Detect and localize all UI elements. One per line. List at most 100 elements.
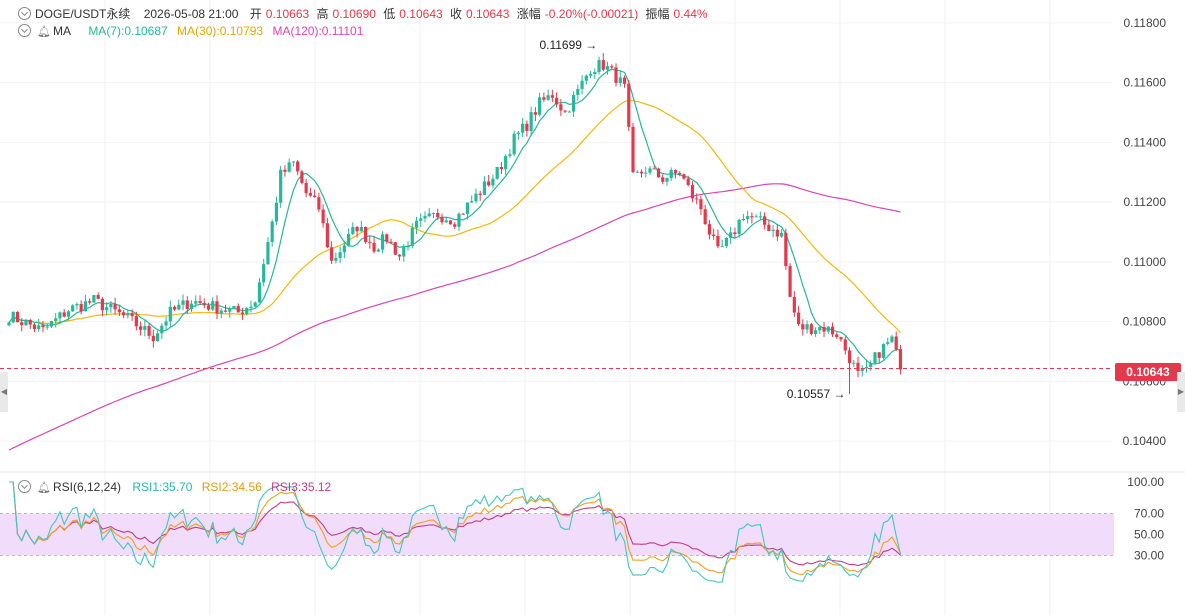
candle-body: [499, 166, 504, 170]
candle-body: [457, 213, 461, 227]
price-tick-label: 0.10800: [1123, 315, 1167, 329]
candle-body: [779, 232, 784, 237]
collapse-icon[interactable]: [18, 24, 31, 37]
close-label: 收: [450, 7, 463, 21]
candle-body: [317, 197, 321, 210]
candle-body: [538, 97, 542, 115]
candle-body: [105, 307, 109, 311]
candle-body: [758, 216, 762, 218]
price-labels: 0.11699 → 0.10557 →: [0, 38, 1112, 401]
collapse-icon[interactable]: [18, 7, 31, 20]
candle-body: [232, 305, 236, 309]
candle-body: [805, 324, 809, 330]
candle-body: [151, 335, 155, 342]
price-axis: 0.11800 0.11600 0.11400 0.11200 0.11000 0.108…: [1123, 16, 1167, 563]
candle-body: [206, 305, 211, 310]
rsi-tick-label: 30.00: [1134, 549, 1164, 563]
candle-body: [168, 306, 172, 322]
rsi-panel: [0, 481, 1114, 583]
candle-body: [767, 224, 771, 231]
candle-body: [847, 350, 852, 364]
candle-body: [71, 305, 75, 312]
candle-body: [257, 282, 262, 303]
candle-body: [813, 330, 818, 334]
scroll-left-handle[interactable]: ◀: [0, 372, 8, 412]
candle-body: [266, 242, 270, 265]
ma30-legend: MA(30):0.10793: [177, 24, 264, 38]
candle-body: [164, 321, 168, 326]
candle-body: [143, 326, 147, 330]
candle-body: [66, 311, 71, 317]
price-tick-label: 0.11400: [1124, 135, 1167, 149]
candle-body: [147, 326, 151, 336]
candle-body: [262, 264, 266, 283]
rsi3-legend: RSI3:35.12: [271, 480, 332, 494]
ma-label: MA: [52, 24, 71, 38]
scroll-right-handle[interactable]: ▶: [1177, 372, 1185, 412]
candle-body: [470, 201, 474, 203]
change-label: 涨幅: [516, 7, 541, 21]
candle-body: [512, 133, 516, 155]
candle-body: [869, 362, 873, 367]
candle-body: [792, 296, 796, 313]
candle-body: [750, 216, 754, 218]
low-label: 低: [383, 7, 396, 21]
rsi3-line: [9, 481, 901, 567]
candle-body: [588, 74, 593, 76]
candle-body: [355, 226, 359, 232]
candle-body: [533, 112, 537, 115]
collapse-icon[interactable]: [18, 480, 31, 493]
candle-body: [160, 325, 164, 334]
candle-body: [665, 178, 669, 182]
candle-body: [559, 104, 563, 111]
rsi-band: [0, 513, 1114, 556]
candle-body: [673, 170, 678, 173]
candle-body: [894, 336, 898, 350]
candle-body: [283, 169, 287, 172]
price-tick-label: 0.11200: [1124, 195, 1167, 209]
candle-body: [325, 223, 329, 248]
bell-icon[interactable]: 🔔︎: [37, 482, 51, 494]
candle-body: [699, 199, 703, 210]
candle-body: [330, 247, 334, 261]
candle-body: [601, 60, 605, 70]
candle-body: [444, 220, 448, 223]
rsi2-line: [9, 481, 901, 576]
candle-body: [431, 212, 436, 214]
candle-body: [571, 94, 576, 112]
candle-body: [784, 232, 788, 267]
candle-body: [729, 232, 733, 238]
candle-body: [567, 111, 571, 113]
candle-body: [419, 218, 423, 221]
candle-body: [873, 352, 877, 363]
rsi1-line: [9, 481, 902, 583]
candle-body: [181, 300, 185, 305]
candle-body: [682, 174, 686, 179]
candle-body: [465, 202, 470, 215]
current-price-tag: 0.10643: [1115, 363, 1181, 381]
candle-body: [88, 301, 92, 303]
candle-body: [308, 193, 312, 196]
rsi-tick-label: 70.00: [1134, 507, 1164, 521]
candles: [7, 53, 903, 395]
ma7-legend: MA(7):0.10687: [88, 24, 168, 38]
candle-body: [835, 334, 839, 338]
candle-body: [58, 312, 62, 319]
bell-icon[interactable]: 🔔︎: [37, 26, 51, 38]
candle-body: [274, 202, 279, 222]
candle-body: [24, 320, 28, 326]
candle-body: [529, 112, 533, 131]
candle-body: [202, 302, 206, 306]
candle-body: [720, 246, 724, 248]
candle-body: [389, 241, 393, 243]
candle-body: [189, 303, 194, 310]
candle-body: [627, 83, 631, 127]
candle-body: [669, 170, 673, 179]
candle-body: [843, 339, 847, 351]
candle-body: [359, 226, 363, 232]
candle-body: [130, 313, 134, 317]
candle-body: [678, 172, 682, 175]
candle-body: [423, 216, 427, 219]
candle-body: [342, 245, 346, 253]
